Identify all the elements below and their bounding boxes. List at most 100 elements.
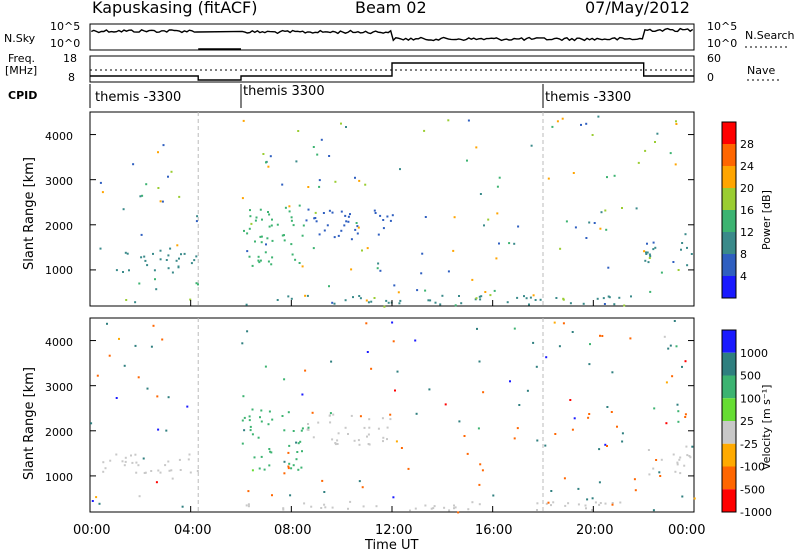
nave-tick-bottom: 0 (707, 71, 714, 84)
velocity-noise-cell (289, 494, 292, 497)
velocity-colorbar-tick: 500 (740, 370, 761, 383)
power-noise-cell (267, 165, 270, 168)
velocity-noise-cell (536, 439, 539, 442)
power-cell (439, 303, 442, 306)
velocity-cell (467, 508, 470, 511)
power-colorbar-band (722, 166, 736, 188)
power-noise-cell (295, 160, 298, 163)
power-noise-cell (513, 242, 516, 245)
velocity-noise-cell (532, 341, 535, 344)
power-cell (506, 301, 509, 304)
power-colorbar-tick: 12 (740, 226, 754, 239)
velocity-noise-cell (358, 480, 361, 483)
velocity-cell (188, 453, 191, 456)
power-cell (167, 254, 170, 257)
time-tick-0: 00:00 (73, 523, 111, 538)
velocity-noise-cell (526, 389, 529, 392)
velocity-cell (328, 414, 331, 417)
velocity-noise-cell (138, 495, 141, 498)
velocity-cell (329, 421, 332, 424)
power-noise-cell (466, 159, 468, 162)
power-cell (555, 297, 558, 299)
power-noise-cell (648, 257, 651, 259)
velocity-cell (297, 442, 300, 445)
velocity-cell (375, 505, 378, 508)
power-cell (645, 253, 648, 255)
power-cell (258, 261, 261, 264)
power-cell (270, 224, 273, 227)
power-cell (124, 251, 127, 254)
velocity-noise-cell (247, 490, 250, 493)
velocity-noise-cell (513, 327, 516, 330)
power-noise-cell (141, 194, 144, 197)
power-noise-cell (122, 208, 125, 211)
velocity-cell (478, 503, 481, 506)
velocity-noise-cell (400, 447, 403, 449)
velocity-noise-cell (606, 406, 609, 408)
power-noise-cell (672, 261, 675, 263)
velocity-cell (245, 504, 248, 507)
power-noise-cell (328, 285, 330, 288)
power-cell (153, 269, 156, 272)
power-cell (284, 206, 287, 209)
power-colorbar-tick: 24 (740, 160, 754, 173)
freq-step-line (90, 62, 694, 81)
power-noise-cell (364, 183, 367, 186)
power-noise-cell (354, 228, 357, 231)
power-noise-cell (623, 304, 626, 307)
power-cell (613, 303, 616, 306)
velocity-cell (536, 502, 539, 505)
velocity-cell (295, 458, 298, 461)
velocity-cell (248, 415, 251, 418)
velocity-cell (288, 462, 291, 465)
velocity-cell (334, 443, 337, 446)
power-noise-cell (377, 262, 380, 265)
velocity-cell (115, 453, 118, 456)
power-ytick-1000: 1000 (45, 264, 73, 277)
velocity-colorbar-band (722, 421, 736, 444)
velocity-noise-cell (516, 427, 519, 430)
velocity-cell (377, 427, 380, 430)
velocity-noise-cell (428, 388, 431, 391)
power-cell (323, 229, 326, 232)
power-cell (306, 294, 309, 297)
velocity-colorbar-tick: -25 (740, 438, 758, 451)
velocity-cell (170, 469, 173, 472)
power-noise-cell (421, 252, 424, 255)
nsearch-tick-bottom: 10^0 (707, 37, 738, 50)
power-noise-cell (297, 130, 300, 132)
velocity-noise-cell (134, 344, 137, 347)
velocity-noise-cell (389, 413, 392, 416)
power-noise-cell (675, 123, 678, 125)
velocity-cell (672, 453, 675, 456)
velocity-noise-cell (295, 441, 298, 444)
power-noise-cell (675, 120, 677, 123)
power-cell (259, 259, 262, 262)
power-cell (382, 227, 385, 230)
velocity-cell (685, 445, 688, 448)
power-noise-cell (397, 291, 400, 294)
velocity-cell (179, 469, 182, 471)
power-cell (159, 249, 162, 252)
power-noise-cell (307, 186, 310, 188)
velocity-noise-cell (563, 477, 566, 480)
velocity-cell (287, 411, 290, 414)
power-cell (529, 296, 532, 299)
velocity-cell (157, 469, 160, 472)
velocity-noise-cell (663, 335, 666, 338)
time-tick-4: 16:00 (475, 523, 513, 538)
power-cell (248, 227, 251, 230)
cpid-label: CPID (8, 89, 38, 102)
power-noise-cell (354, 176, 356, 179)
velocity-noise-cell (553, 321, 556, 324)
power-noise-cell (159, 200, 162, 203)
velocity-cell (647, 449, 650, 451)
velocity-noise-cell (458, 420, 461, 423)
power-noise-cell (383, 305, 386, 308)
power-noise-cell (607, 266, 610, 269)
power-noise-cell (599, 227, 602, 230)
power-noise-cell (379, 269, 382, 272)
power-noise-cell (498, 242, 500, 245)
velocity-cell (368, 426, 371, 429)
velocity-cell (268, 410, 271, 413)
